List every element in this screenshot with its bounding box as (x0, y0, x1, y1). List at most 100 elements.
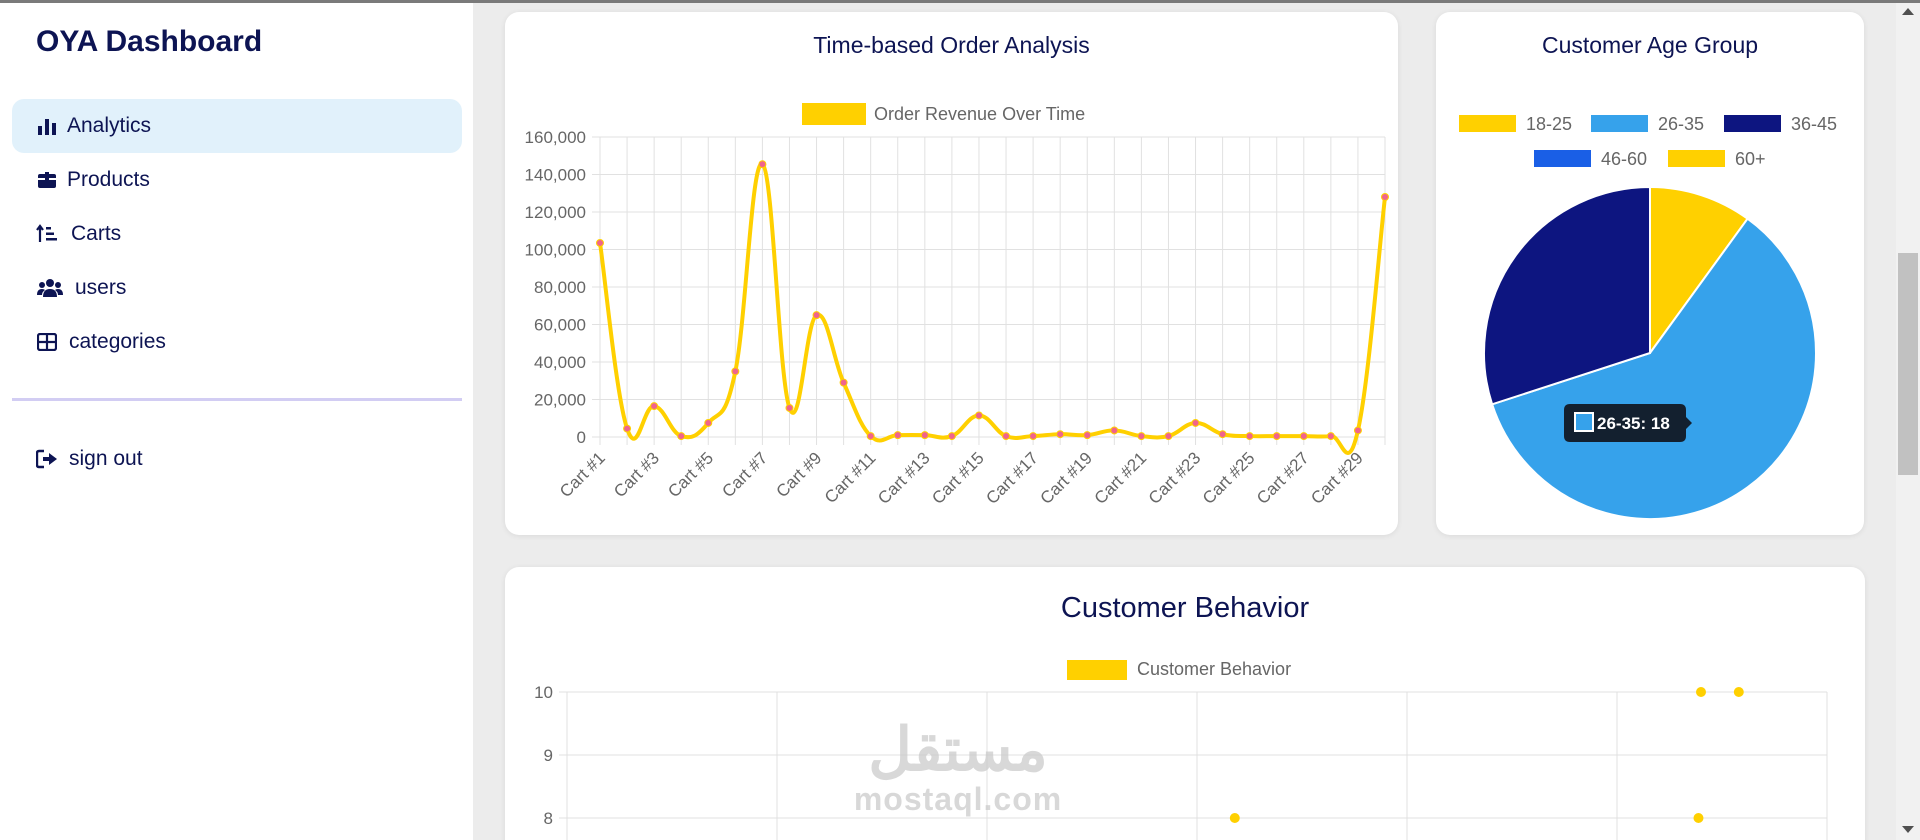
data-point (1272, 432, 1281, 441)
y-tick-label: 140,000 (525, 166, 586, 185)
sidebar-divider (12, 398, 462, 401)
scroll-up-arrow-icon[interactable] (1902, 8, 1914, 15)
x-tick-label: Cart #3 (610, 448, 663, 501)
scroll-down-arrow-icon[interactable] (1902, 826, 1914, 833)
data-point (1353, 426, 1362, 435)
y-tick-label: 160,000 (525, 128, 586, 147)
legend-label: 18-25 (1526, 114, 1572, 134)
data-point (1002, 432, 1011, 441)
data-point (893, 431, 902, 440)
sidebar-item-label: Analytics (67, 114, 152, 137)
chart-legend[interactable]: Customer Behavior (1067, 659, 1291, 680)
y-tick-label: 9 (544, 746, 553, 765)
data-point (1245, 432, 1254, 441)
legend-label: 26-35 (1658, 114, 1704, 134)
brand-title: OYA Dashboard (36, 25, 263, 58)
y-tick-label: 20,000 (534, 391, 586, 410)
sidebar-item-analytics[interactable]: Analytics (12, 99, 462, 153)
data-point (1191, 418, 1200, 427)
tooltip-text: 26-35: 18 (1597, 414, 1670, 433)
data-point (623, 424, 632, 433)
pie-slice-26-35 (1490, 217, 1817, 520)
data-point (1164, 432, 1173, 441)
data-point (1056, 430, 1065, 439)
data-point (866, 432, 875, 441)
x-tick-label: Cart #19 (1037, 448, 1097, 508)
line-series-revenue (598, 162, 1387, 455)
sidebar-item-label: Products (67, 168, 150, 191)
legend-label: 46-60 (1601, 149, 1647, 169)
legend-swatch (1459, 115, 1516, 132)
sidebar-item-products[interactable]: Products (12, 153, 462, 207)
x-tick-label: Cart #5 (664, 448, 717, 501)
sidebar-item-users[interactable]: users (12, 261, 462, 315)
y-tick-label: 120,000 (525, 203, 586, 222)
scatter-point (1229, 813, 1240, 823)
data-point (947, 432, 956, 441)
pie-chart: 18-25 26-35 36-45 46-60 60+ 26-35: 18 (1459, 114, 1837, 520)
x-tick-label: Cart #11 (821, 448, 880, 507)
window-top-border (0, 0, 1920, 3)
data-point (758, 160, 767, 169)
legend-swatch (1534, 150, 1591, 167)
legend-label: Order Revenue Over Time (874, 104, 1085, 124)
x-tick-label: Cart #29 (1307, 448, 1367, 508)
data-point (974, 411, 983, 420)
legend-swatch (1067, 660, 1127, 680)
data-point (812, 311, 821, 320)
y-tick-label: 80,000 (534, 278, 586, 297)
watermark-latin: mostaql.com (853, 781, 1063, 817)
sidebar-item-label: categories (69, 330, 166, 353)
age-group-card: Customer Age Group 18-25 26-35 36-45 46-60 6… (1436, 12, 1864, 535)
legend-label: 36-45 (1791, 114, 1837, 134)
chart-title: Time-based Order Analysis (813, 32, 1090, 58)
legend-swatch (1668, 150, 1725, 167)
sidebar-item-categories[interactable]: categories (12, 315, 462, 369)
x-tick-label: Cart #27 (1253, 448, 1313, 508)
y-tick-label: 8 (544, 809, 553, 828)
data-point (1218, 430, 1227, 439)
x-tick-label: Cart #25 (1199, 448, 1259, 508)
data-point (785, 403, 794, 412)
customer-behavior-card: Customer Behavior 10 9 8 Customer Behavior (505, 567, 1865, 840)
users-icon (36, 277, 64, 299)
watermark: مستقل mostaql.com (848, 718, 1068, 817)
chart-legend[interactable]: 18-25 26-35 36-45 46-60 60+ (1459, 114, 1837, 169)
chart-tooltip: 26-35: 18 (1564, 404, 1692, 442)
data-point (704, 418, 713, 427)
data-point (677, 432, 686, 441)
data-point (1110, 426, 1119, 435)
sign-out-button[interactable]: sign out (12, 432, 462, 486)
data-point (1137, 432, 1146, 441)
sidebar-item-carts[interactable]: Carts (12, 207, 462, 261)
pie-slice-18-25 (1649, 185, 1749, 357)
box-icon (36, 169, 58, 191)
sort-icon (36, 223, 58, 245)
y-tick-label: 10 (534, 683, 553, 702)
y-tick-label: 60,000 (534, 316, 586, 335)
x-tick-label: Cart #13 (874, 448, 934, 508)
tooltip-swatch (1574, 412, 1594, 432)
data-point (1381, 193, 1389, 201)
sidebar: OYA Dashboard Analytics Products Carts u… (0, 3, 473, 840)
legend-swatch (1591, 115, 1648, 132)
chart-legend[interactable]: Order Revenue Over Time (802, 103, 1085, 125)
sign-out-label: sign out (69, 447, 143, 470)
data-point (1083, 431, 1092, 440)
data-point (839, 378, 848, 387)
chart-title: Customer Behavior (1060, 592, 1310, 624)
x-tick-label: Cart #17 (982, 448, 1042, 508)
x-tick-label: Cart #23 (1145, 448, 1205, 508)
scatter-chart: 10 9 8 Customer Behavior (534, 659, 1828, 840)
legend-swatch (802, 103, 866, 125)
sign-out-icon (36, 448, 58, 470)
x-tick-label: Cart #7 (718, 448, 771, 501)
data-point (650, 402, 659, 411)
x-tick-label: Cart #1 (556, 448, 609, 501)
scatter-point (1733, 687, 1744, 697)
grid-icon (36, 331, 58, 353)
scrollbar-thumb[interactable] (1898, 253, 1918, 475)
legend-label: Customer Behavior (1137, 659, 1291, 679)
pie-slice-36-45 (1483, 185, 1651, 406)
y-tick-label: 40,000 (534, 353, 586, 372)
